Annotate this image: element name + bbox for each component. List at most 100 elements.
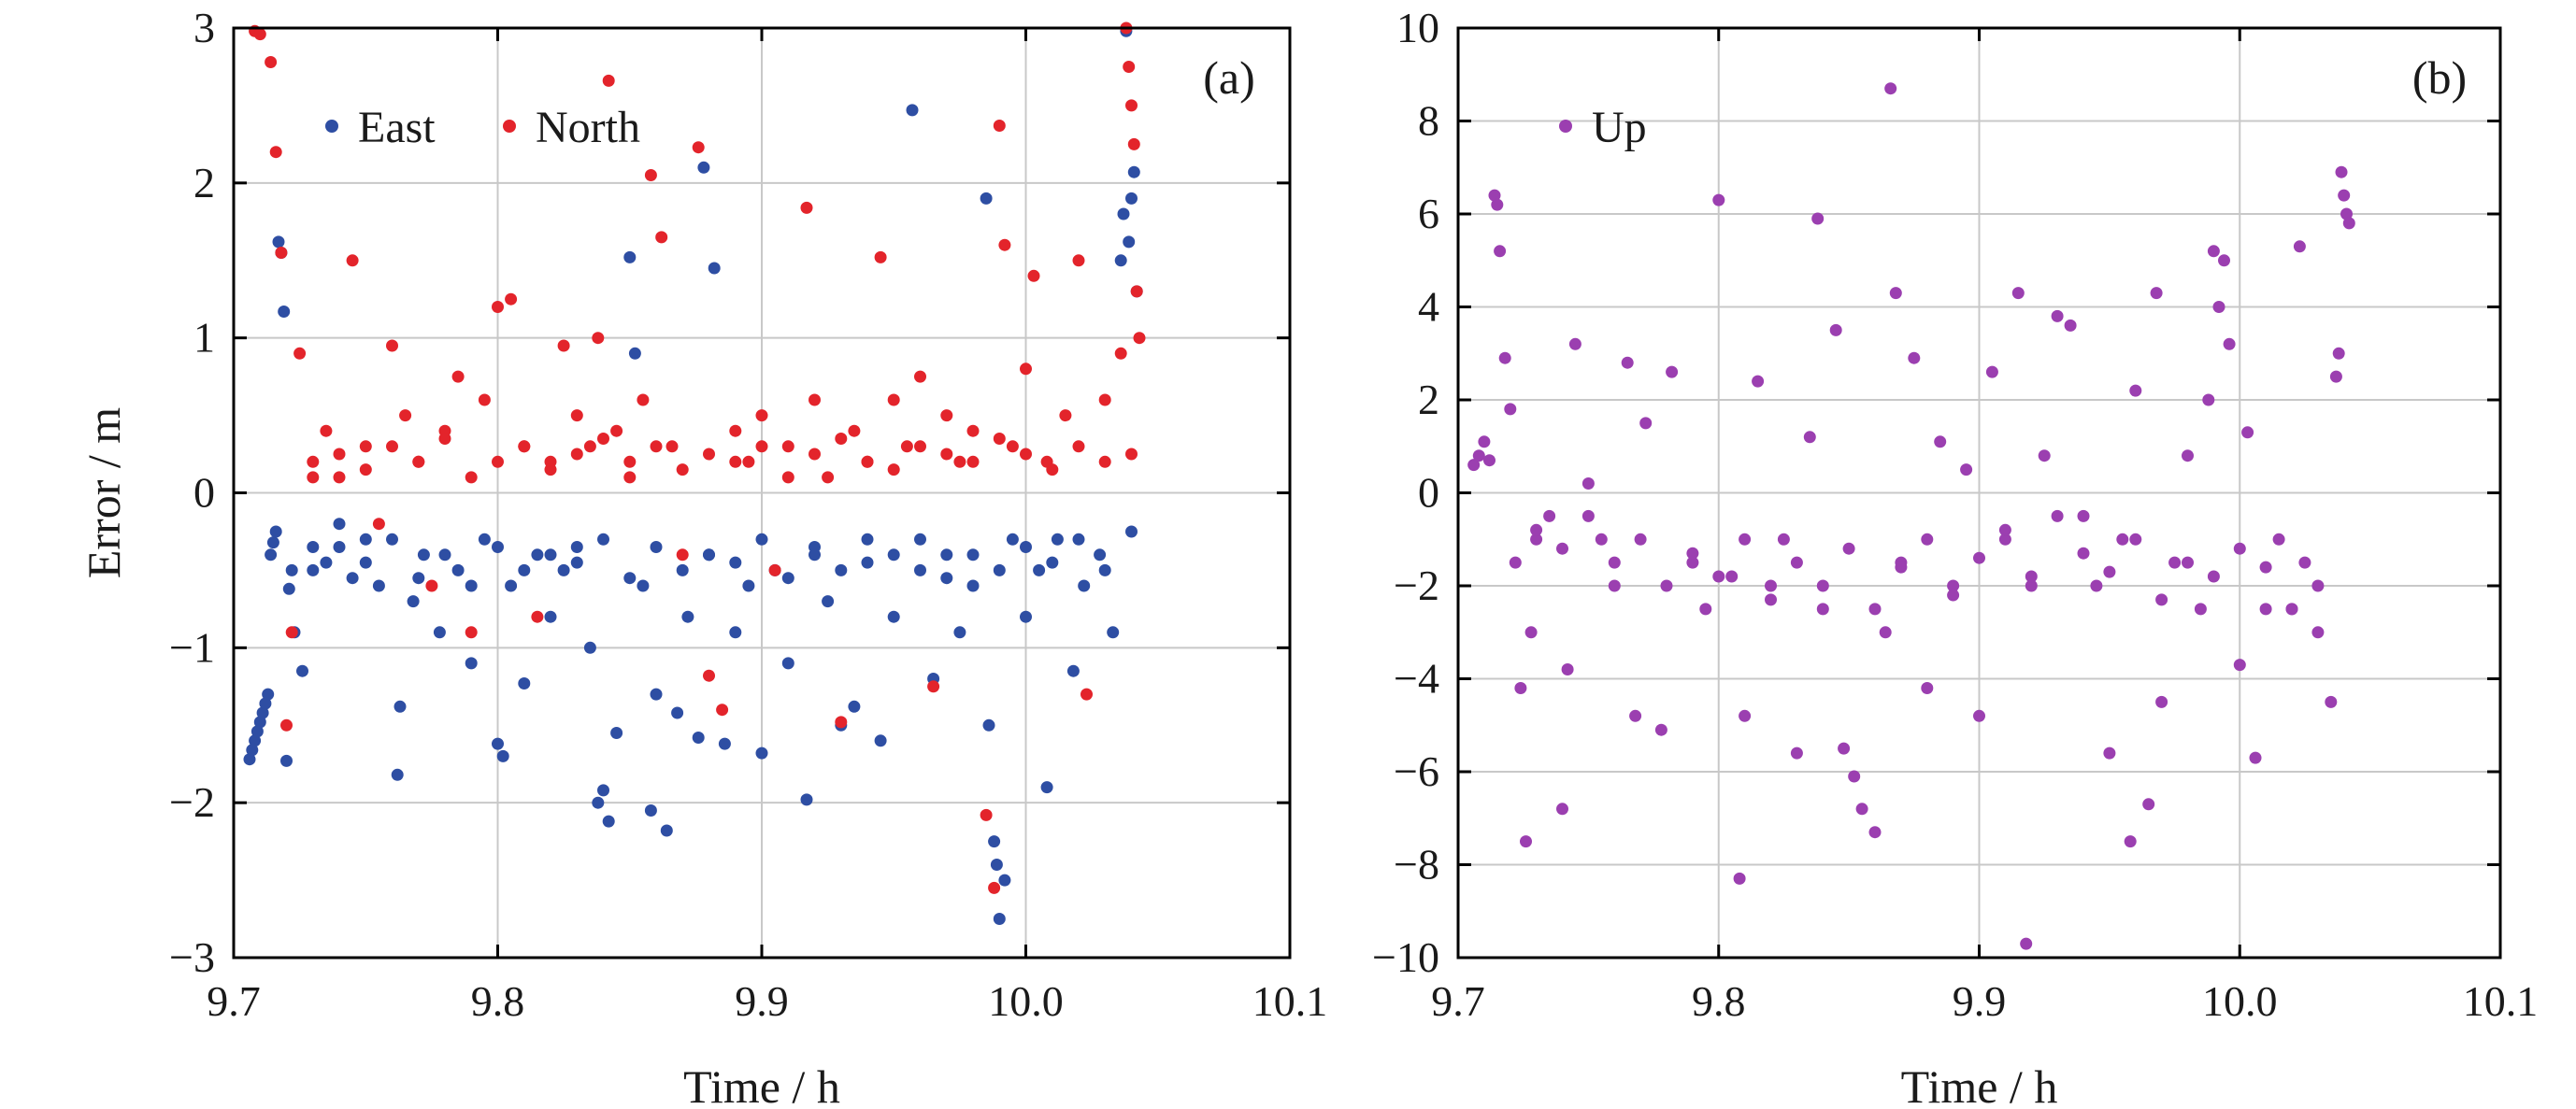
data-point (269, 146, 282, 159)
data-point (259, 697, 272, 710)
y-tick-label: 2 (193, 159, 215, 206)
data-point (966, 579, 980, 592)
legend-marker (1559, 120, 1572, 133)
data-point (1020, 363, 1032, 376)
data-point (1483, 454, 1496, 467)
data-point (2129, 533, 2142, 546)
x-tick-label: 10.1 (2463, 977, 2539, 1025)
data-point (544, 548, 557, 562)
data-point (940, 409, 953, 422)
data-point (861, 533, 874, 546)
x-axis-title: Time / h (1901, 1060, 2058, 1109)
data-point (2155, 593, 2168, 606)
data-point (768, 563, 781, 576)
data-point (346, 572, 359, 585)
data-point (729, 424, 742, 437)
data-point (755, 409, 768, 422)
data-point (718, 737, 731, 750)
y-tick-label: 0 (1418, 469, 1439, 517)
legend-label: East (358, 103, 436, 152)
legend: East North (325, 103, 640, 152)
data-point (505, 292, 518, 306)
data-point (2311, 579, 2325, 592)
data-point (2332, 347, 2345, 360)
data-point (2298, 556, 2311, 569)
data-point (386, 339, 398, 352)
data-point (781, 657, 794, 670)
data-point (269, 525, 282, 538)
data-point (333, 471, 346, 484)
data-point (660, 824, 673, 837)
data-point (2077, 547, 2090, 560)
data-point (438, 548, 451, 562)
series-up (1467, 82, 2355, 950)
data-point (2259, 603, 2272, 616)
data-point (1098, 455, 1111, 468)
x-tick-label: 9.9 (1953, 977, 2007, 1025)
x-tick-label: 9.7 (207, 977, 261, 1025)
legend-marker (503, 120, 516, 133)
data-point (940, 548, 953, 562)
data-point (742, 455, 755, 468)
data-point (583, 440, 596, 453)
panel-label: (b) (2412, 51, 2467, 104)
y-tick-label: 3 (193, 4, 215, 51)
data-point (1842, 542, 1855, 555)
data-point (940, 572, 953, 585)
data-point (1765, 593, 1777, 606)
data-point (1514, 682, 1527, 694)
data-point (570, 541, 583, 553)
data-point (465, 626, 478, 639)
data-point (993, 913, 1006, 925)
data-point (676, 463, 689, 476)
data-point (1777, 533, 1790, 546)
data-point (1107, 626, 1120, 639)
data-point (2335, 165, 2348, 178)
data-point (280, 754, 293, 767)
data-point (265, 56, 278, 68)
data-point (1884, 82, 1897, 95)
data-point (2064, 319, 2077, 332)
data-point (557, 563, 570, 576)
data-point (1494, 245, 1507, 258)
data-point (307, 541, 320, 553)
y-tick-label: −1 (169, 623, 215, 671)
data-point (1524, 626, 1538, 639)
y-tick-label: −8 (1394, 841, 1439, 889)
data-point (307, 455, 320, 468)
panel-b: 9.7 9.8 9.9 10.0 10.1 −10 −8 −6 −4 −2 0 2 4 6 8 10 Time … (1372, 4, 2538, 1109)
data-point (1621, 356, 1634, 369)
data-point (2025, 579, 2038, 592)
data-point (993, 120, 1006, 132)
data-point (665, 440, 679, 453)
data-point (927, 680, 940, 693)
data-point (781, 572, 794, 585)
y-tick-label: −4 (1394, 655, 1439, 703)
data-point (1098, 563, 1111, 576)
data-point (275, 247, 288, 259)
data-point (1114, 254, 1127, 267)
data-point (2241, 426, 2254, 439)
y-tick-label: 8 (1418, 97, 1439, 145)
data-point (280, 718, 293, 732)
data-point (623, 250, 637, 263)
data-point (1127, 137, 1140, 150)
data-point (518, 677, 531, 690)
data-point (998, 238, 1011, 251)
data-point (887, 548, 900, 562)
data-point (755, 533, 768, 546)
data-point (425, 579, 438, 592)
data-point (1078, 579, 1091, 592)
data-point (2212, 301, 2225, 313)
data-point (676, 563, 689, 576)
data-point (602, 74, 615, 87)
data-point (1879, 626, 1892, 639)
data-point (583, 641, 596, 654)
data-point (835, 563, 848, 576)
data-point (703, 669, 715, 682)
data-point (953, 455, 966, 468)
data-point (887, 463, 900, 476)
data-point (1581, 509, 1595, 522)
data-point (809, 448, 821, 461)
data-point (592, 332, 605, 345)
